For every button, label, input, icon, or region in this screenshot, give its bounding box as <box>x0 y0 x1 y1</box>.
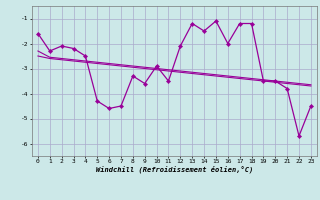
X-axis label: Windchill (Refroidissement éolien,°C): Windchill (Refroidissement éolien,°C) <box>96 166 253 173</box>
